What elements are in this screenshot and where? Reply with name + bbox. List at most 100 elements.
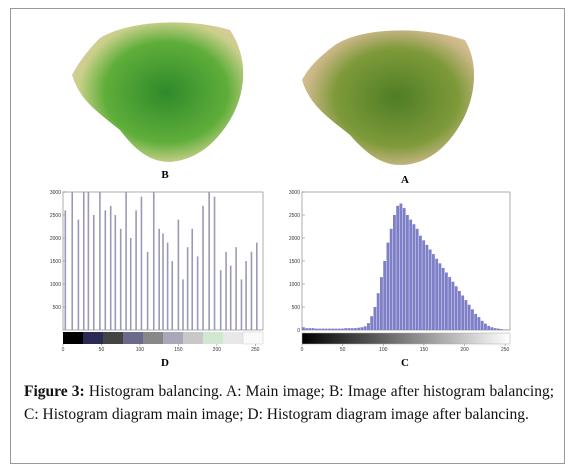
histogram-bar bbox=[393, 215, 396, 330]
histogram-bar bbox=[380, 277, 383, 330]
x-tick-label: 200 bbox=[213, 347, 222, 353]
colorbar-c bbox=[301, 332, 511, 345]
histogram-bar bbox=[445, 272, 448, 330]
histogram-bar bbox=[311, 328, 315, 330]
colorbar-d bbox=[63, 331, 264, 345]
histogram-bar bbox=[467, 304, 471, 330]
x-tick-label: 50 bbox=[340, 347, 346, 353]
histogram-bar bbox=[477, 317, 481, 330]
histogram-bar bbox=[428, 249, 432, 330]
y-tick-label: 1500 bbox=[50, 259, 61, 265]
histogram-bar bbox=[389, 228, 393, 330]
y-tick-label: 1000 bbox=[50, 282, 61, 288]
x-tick-label: 100 bbox=[379, 347, 388, 353]
histogram-bar bbox=[461, 295, 465, 330]
histogram-bar bbox=[435, 258, 439, 330]
y-tick-label: 500 bbox=[292, 305, 301, 311]
x-tick-label: 50 bbox=[99, 347, 105, 353]
panel-label: D bbox=[161, 357, 169, 369]
histogram-bar bbox=[386, 242, 390, 330]
histogram-bar bbox=[341, 328, 344, 330]
y-tick-label: 3000 bbox=[289, 190, 300, 196]
histogram-bar bbox=[448, 277, 452, 330]
histogram-bar bbox=[347, 328, 351, 330]
histogram-bar bbox=[363, 326, 367, 330]
panel-label: B bbox=[161, 169, 169, 181]
histogram-bar bbox=[354, 328, 357, 330]
histogram-bar bbox=[324, 328, 328, 330]
histogram-bar bbox=[328, 328, 331, 330]
y-tick-label: 2000 bbox=[50, 236, 61, 242]
histogram-bar bbox=[302, 327, 305, 330]
histogram-bar bbox=[419, 235, 422, 330]
leaf-image-a bbox=[302, 30, 475, 166]
histogram-bar bbox=[334, 328, 338, 330]
leaf-image-b bbox=[72, 22, 244, 162]
x-tick-label: 250 bbox=[501, 347, 510, 353]
histogram-bar bbox=[318, 328, 322, 330]
histogram-bar bbox=[367, 323, 370, 330]
x-tick-label: 0 bbox=[62, 347, 65, 353]
histogram-bar bbox=[409, 219, 413, 330]
x-tick-label: 0 bbox=[301, 347, 304, 353]
histogram-bar bbox=[458, 290, 461, 330]
histogram-bar bbox=[383, 261, 387, 330]
histogram-bar bbox=[308, 328, 312, 330]
figure-frame bbox=[10, 8, 565, 464]
histogram-bar bbox=[373, 307, 377, 330]
histogram-bar bbox=[493, 328, 497, 330]
histogram-bar bbox=[497, 328, 500, 330]
histogram-bar bbox=[425, 244, 429, 330]
y-tick-label: 500 bbox=[53, 305, 62, 311]
histogram-bar bbox=[396, 205, 400, 330]
histogram-bar bbox=[438, 263, 442, 330]
x-tick-label: 150 bbox=[174, 347, 183, 353]
histogram-bar bbox=[441, 267, 445, 330]
histogram-bar bbox=[376, 293, 380, 330]
histogram-bar bbox=[422, 240, 426, 330]
histogram-bar bbox=[370, 316, 374, 330]
caption-label: Figure 3: bbox=[24, 383, 85, 400]
x-tick-label: 100 bbox=[136, 347, 145, 353]
x-tick-label: 250 bbox=[251, 347, 260, 353]
caption-text: Histogram balancing. A: Main image; B: I… bbox=[24, 383, 554, 423]
histogram-bar bbox=[406, 215, 409, 330]
panel-label: C bbox=[401, 357, 409, 369]
histogram-bar bbox=[350, 328, 354, 330]
histogram-bar bbox=[321, 328, 325, 330]
y-tick-label: 2500 bbox=[50, 213, 61, 219]
histogram-bar bbox=[360, 327, 364, 330]
histogram-bar bbox=[337, 328, 341, 330]
caption: Figure 3: Histogram balancing. A: Main i… bbox=[24, 380, 554, 426]
x-tick-label: 200 bbox=[460, 347, 469, 353]
histogram-bar bbox=[500, 329, 504, 330]
histogram-bar bbox=[487, 325, 491, 330]
y-tick-label: 1500 bbox=[289, 259, 300, 265]
y-tick-label: 2000 bbox=[289, 236, 300, 242]
y-tick-label: 2500 bbox=[289, 213, 300, 219]
histogram-bar bbox=[305, 328, 309, 330]
histogram-bar bbox=[471, 309, 474, 330]
histogram-bar bbox=[484, 323, 487, 330]
histogram-bar bbox=[402, 208, 406, 330]
histogram-bar bbox=[454, 286, 458, 330]
histogram-bar bbox=[331, 328, 335, 330]
histogram-bar bbox=[344, 328, 348, 330]
histogram-bar bbox=[315, 328, 318, 330]
histogram-bar bbox=[357, 327, 361, 330]
panel-label: A bbox=[401, 174, 409, 186]
histogram-bar bbox=[490, 327, 494, 330]
histogram-bar bbox=[464, 300, 468, 330]
histogram-bar bbox=[399, 203, 403, 330]
y-tick-label: 1000 bbox=[289, 282, 300, 288]
y-tick-label: 0 bbox=[297, 328, 300, 334]
y-tick-label: 3000 bbox=[50, 190, 61, 196]
histogram-bar bbox=[412, 224, 416, 330]
histogram-bar bbox=[451, 281, 455, 330]
histogram-bar bbox=[432, 254, 435, 330]
x-tick-label: 150 bbox=[420, 347, 429, 353]
histogram-bar bbox=[415, 228, 419, 330]
histogram-bar bbox=[480, 320, 484, 330]
